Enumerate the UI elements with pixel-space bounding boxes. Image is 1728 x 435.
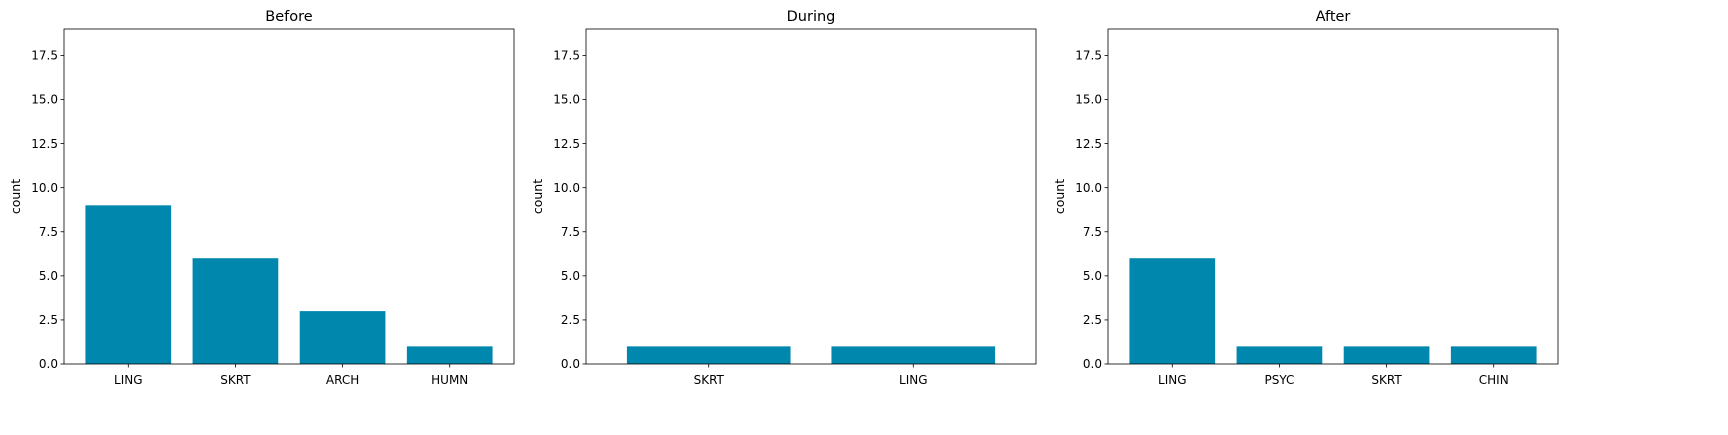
y-tick-label-panel-1: 7.5 <box>561 225 580 239</box>
y-axis-label-panel-0: count <box>8 179 23 214</box>
chart-title-panel-0: Before <box>265 9 312 25</box>
x-tick-label-panel-1: LING <box>899 373 928 387</box>
x-tick-label-panel-0: ARCH <box>326 373 359 387</box>
y-tick-label-panel-1: 0.0 <box>561 357 580 371</box>
y-tick-label-panel-1: 5.0 <box>561 269 580 283</box>
y-tick-label-panel-0: 10.0 <box>31 181 58 195</box>
x-tick-label-panel-0: SKRT <box>220 373 251 387</box>
y-tick-label-panel-0: 5.0 <box>39 269 58 283</box>
x-tick-label-panel-2: CHIN <box>1479 373 1509 387</box>
x-tick-label-panel-0: HUMN <box>431 373 468 387</box>
y-tick-label-panel-1: 15.0 <box>553 93 580 107</box>
chart-title-panel-2: After <box>1316 9 1351 25</box>
y-tick-label-panel-2: 7.5 <box>1083 225 1102 239</box>
axes-frame-panel-2 <box>1107 28 1559 365</box>
y-tick-label-panel-0: 17.5 <box>31 49 58 63</box>
chart-title-panel-1: During <box>787 9 836 25</box>
axes-frame-panel-0 <box>63 28 515 365</box>
y-tick-label-panel-1: 12.5 <box>553 137 580 151</box>
y-tick-label-panel-0: 7.5 <box>39 225 58 239</box>
y-tick-label-panel-2: 2.5 <box>1083 313 1102 327</box>
y-tick-label-panel-0: 12.5 <box>31 137 58 151</box>
y-tick-label-panel-2: 0.0 <box>1083 357 1102 371</box>
bar-ling-panel-1 <box>831 346 996 364</box>
y-axis-label-panel-1: count <box>530 179 545 214</box>
x-tick-label-panel-2: LING <box>1158 373 1187 387</box>
bar-ling-panel-0 <box>85 205 172 364</box>
bar-ling-panel-2 <box>1129 258 1216 364</box>
y-tick-label-panel-2: 10.0 <box>1075 181 1102 195</box>
bar-arch-panel-0 <box>299 311 386 364</box>
bar-skrt-panel-0 <box>192 258 279 364</box>
y-tick-label-panel-0: 2.5 <box>39 313 58 327</box>
y-tick-label-panel-2: 5.0 <box>1083 269 1102 283</box>
y-tick-label-panel-1: 10.0 <box>553 181 580 195</box>
x-tick-label-panel-2: PSYC <box>1264 373 1294 387</box>
y-tick-label-panel-1: 17.5 <box>553 49 580 63</box>
y-tick-label-panel-2: 15.0 <box>1075 93 1102 107</box>
x-tick-label-panel-0: LING <box>114 373 143 387</box>
bar-skrt-panel-2 <box>1343 346 1430 364</box>
y-axis-label-panel-2: count <box>1052 179 1067 214</box>
bar-chin-panel-2 <box>1450 346 1537 364</box>
y-tick-label-panel-0: 0.0 <box>39 357 58 371</box>
axes-frame-panel-1 <box>585 28 1037 365</box>
x-tick-label-panel-2: SKRT <box>1371 373 1402 387</box>
y-tick-label-panel-1: 2.5 <box>561 313 580 327</box>
x-tick-label-panel-1: SKRT <box>694 373 725 387</box>
bar-humn-panel-0 <box>406 346 493 364</box>
y-tick-label-panel-2: 17.5 <box>1075 49 1102 63</box>
bar-psyc-panel-2 <box>1236 346 1323 364</box>
bar-skrt-panel-1 <box>626 346 791 364</box>
y-tick-label-panel-2: 12.5 <box>1075 137 1102 151</box>
y-tick-label-panel-0: 15.0 <box>31 93 58 107</box>
